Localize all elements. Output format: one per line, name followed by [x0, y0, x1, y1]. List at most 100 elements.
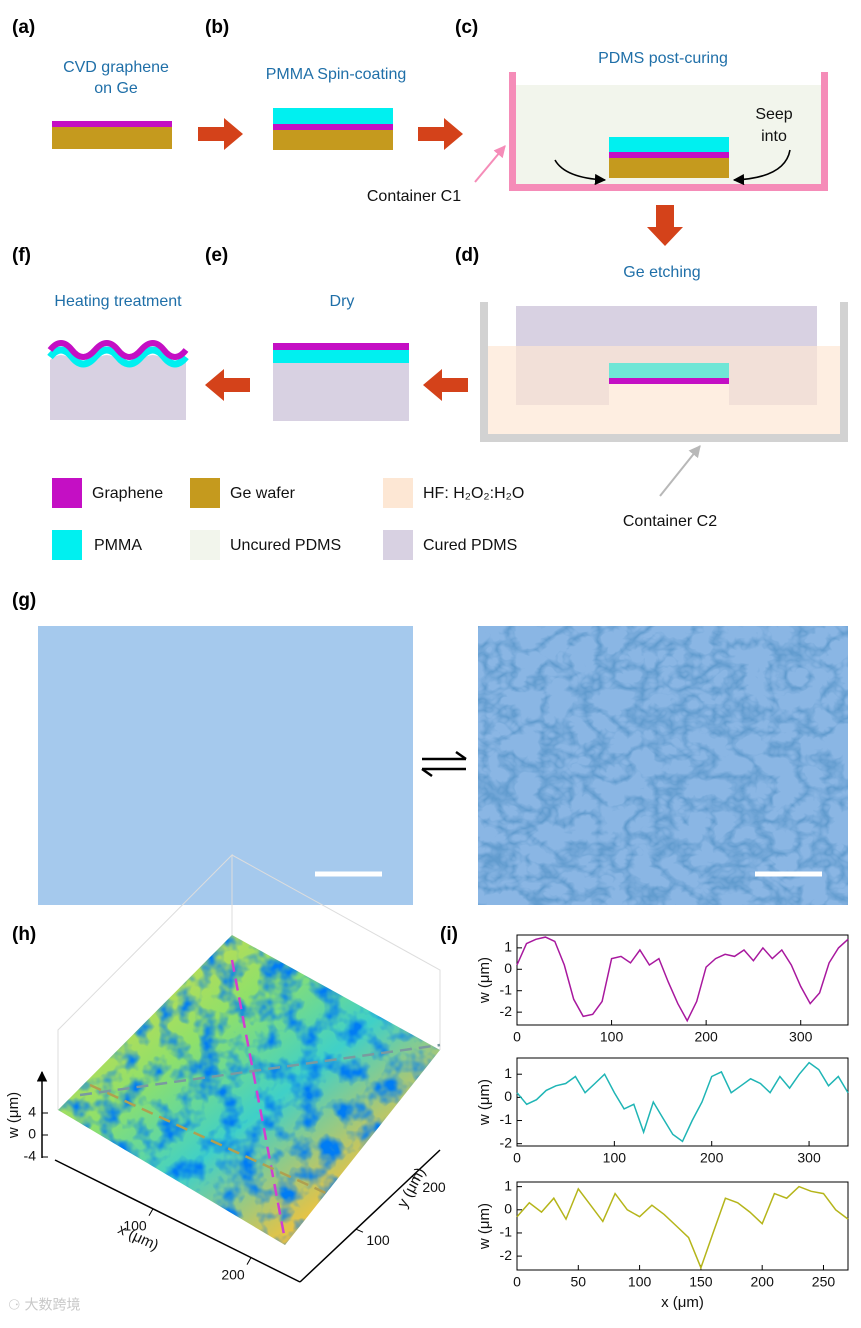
pmma-layer: [609, 363, 729, 378]
x-tick-label: 200: [751, 1274, 775, 1290]
x-tick-label: 0: [513, 1274, 521, 1290]
plot-frame: [516, 934, 849, 1026]
y-tick-label: 0: [504, 960, 512, 976]
legend-swatch: [52, 478, 82, 508]
panel-label: (d): [455, 245, 479, 266]
cured-pdms: [50, 355, 186, 420]
y-tick-label: 1: [504, 939, 512, 955]
pmma-layer: [47, 346, 189, 368]
profile-curve: [516, 1061, 849, 1143]
panel-label: (b): [205, 17, 229, 38]
panel-label: (e): [205, 245, 228, 266]
equilibrium-arrow: [455, 750, 467, 761]
panel-label: (h): [12, 924, 36, 945]
y-tick-label: 0: [504, 1200, 512, 1216]
container: [509, 72, 828, 191]
graphene-layer: [273, 124, 393, 130]
legend-swatch: [383, 530, 413, 560]
profile-line: [79, 1043, 441, 1097]
panel-label: (a): [12, 17, 35, 38]
legend-label: Graphene: [92, 485, 163, 502]
watermark: ⚆ 大数跨境: [8, 1297, 80, 1313]
x-tick-label: 0: [513, 1150, 521, 1166]
x-tick-label: 300: [797, 1150, 821, 1166]
tick-mark: [148, 1208, 154, 1217]
y-tick-label: -1: [500, 981, 513, 997]
pmma-layer: [273, 108, 393, 125]
surface-texture: [58, 935, 440, 1245]
process-arrow: [423, 369, 468, 401]
etchant: [488, 346, 840, 434]
tick-label: -4: [24, 1148, 37, 1164]
graphene-layer: [47, 340, 189, 360]
seep-arrow: [732, 149, 791, 186]
profile-curve: [516, 936, 849, 1023]
legend-label: Ge wafer: [230, 485, 296, 502]
axis-label: w (μm): [5, 1092, 22, 1139]
x-axis-label: x (μm): [661, 1294, 704, 1311]
profile-line: [230, 959, 287, 1241]
x-tick-label: 200: [700, 1150, 724, 1166]
plot-frame: [516, 1181, 849, 1271]
step-title: PDMS post-curing: [598, 50, 728, 67]
x-tick-label: 0: [513, 1029, 521, 1045]
pmma-layer: [609, 137, 729, 153]
profile-line: [89, 1083, 331, 1197]
y-tick-label: 0: [504, 1088, 512, 1104]
tick-label: 100: [123, 1218, 147, 1234]
x-tick-label: 100: [603, 1150, 627, 1166]
y-tick-label: 1: [504, 1065, 512, 1081]
legend-label: Uncured PDMS: [230, 537, 341, 554]
process-arrow: [418, 118, 463, 150]
equilibrium-arrow: [421, 767, 433, 778]
y-axis-label: w (μm): [476, 957, 493, 1004]
step-title: PMMA Spin-coating: [266, 66, 407, 83]
graphene-layer: [273, 343, 409, 350]
note: Seep: [755, 106, 792, 123]
y-tick-label: -2: [500, 1134, 513, 1150]
panel-label: (i): [440, 924, 458, 945]
container: [480, 302, 848, 442]
profile-curve: [516, 1185, 849, 1270]
pointer-arrow: [474, 145, 506, 183]
pointer-arrow: [659, 445, 701, 497]
cured-pdms: [273, 363, 409, 421]
y-tick-label: -1: [500, 1224, 513, 1240]
step-title: Dry: [330, 293, 355, 310]
process-arrow: [205, 369, 250, 401]
legend-label: Cured PDMS: [423, 537, 517, 554]
tick-label: 200: [422, 1179, 446, 1195]
tick-label: 4: [28, 1104, 36, 1120]
x-tick-label: 250: [812, 1274, 836, 1290]
legend-swatch: [52, 530, 82, 560]
x-tick-label: 300: [789, 1029, 813, 1045]
step-title: Heating treatment: [54, 293, 182, 310]
graphene-layer: [609, 378, 729, 384]
tick-mark: [411, 1175, 420, 1180]
y-axis: [299, 1149, 441, 1283]
panel-label: (f): [12, 245, 31, 266]
surface-box: [57, 853, 441, 1110]
graphene-layer: [609, 152, 729, 158]
y-axis-label: w (μm): [476, 1079, 493, 1126]
x-tick-label: 200: [694, 1029, 718, 1045]
y-tick-label: -1: [500, 1111, 513, 1127]
seep-arrow: [554, 159, 607, 186]
panel-label: (g): [12, 590, 36, 611]
process-arrow: [647, 205, 683, 246]
panel-label: (c): [455, 17, 478, 38]
pmma-layer: [273, 350, 409, 363]
legend: Graphene Ge wafer HF: H₂O₂:H₂O PMMA Uncured …: [52, 478, 524, 560]
container-label: Container C2: [623, 513, 717, 530]
ge-layer: [273, 130, 393, 150]
ge-layer: [52, 127, 172, 149]
step-title: CVD graphene: [63, 59, 169, 76]
x-axis: [54, 1159, 301, 1283]
container-label: Container C1: [367, 188, 461, 205]
process-arrow: [198, 118, 243, 150]
legend-swatch: [190, 478, 220, 508]
step-title: Ge etching: [623, 264, 700, 281]
